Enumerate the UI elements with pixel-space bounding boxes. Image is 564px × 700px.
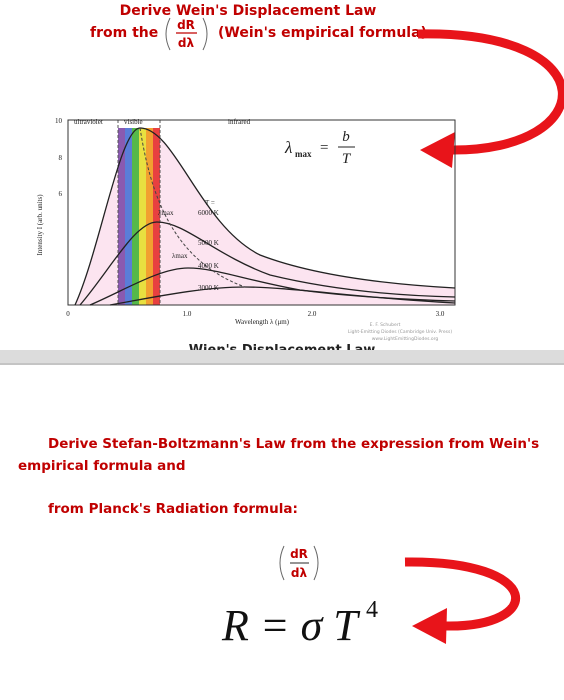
line2: empirical formula and <box>18 458 186 474</box>
y-axis-title: Intensity I (arb. units) <box>36 194 44 256</box>
parens <box>165 17 208 51</box>
wien-formula: λ max = b T <box>284 129 355 167</box>
curve-label: 5000 K <box>198 239 219 247</box>
numerator: dR <box>290 547 308 561</box>
separator <box>0 350 564 363</box>
area-fill <box>75 128 455 305</box>
lambda: λ <box>284 138 292 157</box>
x-tick-label: 2.0 <box>308 310 317 318</box>
arrow <box>417 29 564 155</box>
x-tick-label: 0 <box>66 310 70 318</box>
region: infrared <box>228 118 251 126</box>
band <box>153 128 160 305</box>
separator-edge <box>0 363 564 365</box>
curve-label: 4000 K <box>198 262 219 270</box>
band <box>118 128 125 305</box>
from-text: from the <box>90 25 158 41</box>
band <box>132 128 139 305</box>
note: (Wein's empirical formula) <box>218 25 427 41</box>
peak-line <box>139 127 246 288</box>
region: ultraviolet <box>74 118 103 126</box>
title: Derive Wein's Displacement Law <box>120 3 377 19</box>
formula: R = σ T <box>221 601 361 650</box>
frame <box>67 119 456 306</box>
axis-labels: ultraviolet visible infrared 10 8 6 0 1.… <box>36 117 445 326</box>
figure: ultraviolet visible infrared 10 8 6 0 1.… <box>36 117 456 358</box>
exponent: 4 <box>366 597 378 623</box>
peak-label: λmax <box>172 252 188 260</box>
y-tick-label: 8 <box>59 154 63 162</box>
band <box>146 128 153 305</box>
t-label: T = <box>205 199 215 207</box>
line3: from Planck's Radiation formula: <box>48 501 298 517</box>
equals: = <box>320 140 328 156</box>
y-tick-label: 6 <box>59 190 63 198</box>
curve <box>109 286 456 306</box>
numerator: b <box>342 129 350 145</box>
parens <box>279 545 319 581</box>
arrowhead <box>420 132 455 168</box>
credit: www.LightEmittingDiodes.org <box>372 336 439 342</box>
region: visible <box>124 118 143 126</box>
credit: Light-Emitting Diodes (Cambridge Univ. P… <box>348 329 452 335</box>
x-axis-title: Wavelength λ (μm) <box>235 318 290 326</box>
curve-label: 3000 K <box>198 284 219 292</box>
denominator: dλ <box>178 36 195 50</box>
denominator: T <box>342 151 352 167</box>
derivative: dR dλ <box>279 545 319 581</box>
y-tick-label: 10 <box>55 117 63 125</box>
numerator: dR <box>177 18 195 32</box>
curve-label: 6000 K <box>198 209 219 217</box>
subscript: max <box>295 149 312 159</box>
arrow <box>404 557 521 631</box>
derivative: dR dλ <box>165 17 208 51</box>
curve <box>79 221 456 306</box>
peak-label: λmax <box>158 209 174 217</box>
x-tick-label: 1.0 <box>183 310 192 318</box>
arrowhead <box>412 608 447 644</box>
curve <box>74 127 456 306</box>
denominator: dλ <box>291 566 308 580</box>
line1: Derive Stefan-Boltzmann's Law from the e… <box>48 436 539 452</box>
x-tick-label: 3.0 <box>436 310 445 318</box>
band <box>125 128 132 305</box>
credits: E. F. Schubert Light-Emitting Diodes (Ca… <box>348 322 452 342</box>
credit: E. F. Schubert <box>370 322 401 328</box>
spectrum <box>118 128 160 305</box>
band <box>139 128 146 305</box>
